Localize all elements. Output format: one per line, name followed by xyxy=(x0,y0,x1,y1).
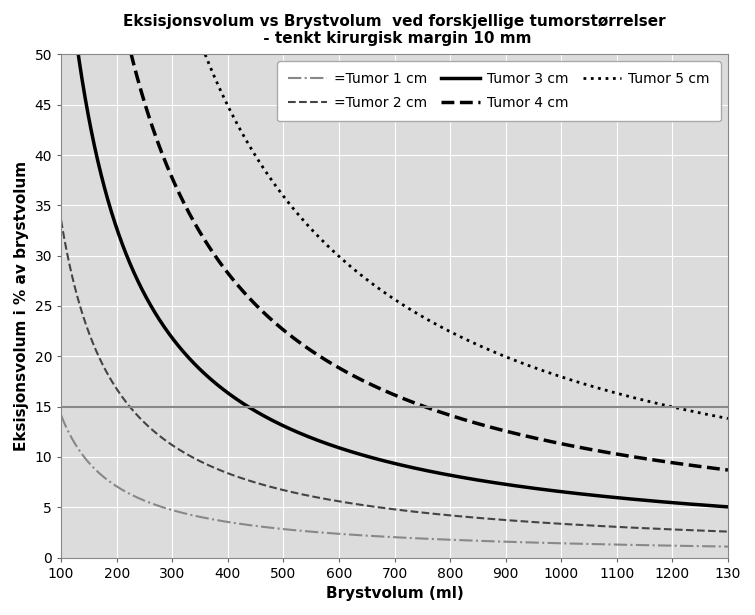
=Tumor 1 cm xyxy=(704,542,713,550)
=Tumor 1 cm xyxy=(57,411,66,419)
Tumor 4 cm xyxy=(723,466,732,474)
=Tumor 2 cm xyxy=(57,216,66,224)
Tumor 4 cm xyxy=(581,445,590,452)
=Tumor 1 cm xyxy=(91,466,100,473)
Tumor 4 cm xyxy=(363,379,372,387)
Line: Tumor 5 cm: Tumor 5 cm xyxy=(61,0,728,419)
Y-axis label: Eksisjonsvolum i % av brystvolum: Eksisjonsvolum i % av brystvolum xyxy=(14,161,29,451)
Tumor 3 cm xyxy=(363,453,372,460)
=Tumor 2 cm xyxy=(91,344,100,352)
=Tumor 1 cm xyxy=(723,543,732,550)
Tumor 5 cm xyxy=(381,290,390,297)
Tumor 5 cm xyxy=(723,415,732,423)
Tumor 5 cm xyxy=(704,411,713,418)
Tumor 4 cm xyxy=(381,387,390,395)
=Tumor 2 cm xyxy=(704,527,713,534)
=Tumor 2 cm xyxy=(704,527,713,534)
Legend: =Tumor 1 cm, =Tumor 2 cm, Tumor 3 cm, Tumor 4 cm, Tumor 5 cm, : =Tumor 1 cm, =Tumor 2 cm, Tumor 3 cm, Tu… xyxy=(277,62,721,121)
Tumor 5 cm xyxy=(363,277,372,284)
Title: Eksisjonsvolum vs Brystvolum  ved forskjellige tumorstørrelser
 - tenkt kirurgis: Eksisjonsvolum vs Brystvolum ved forskje… xyxy=(123,14,666,46)
X-axis label: Brystvolum (ml): Brystvolum (ml) xyxy=(325,586,464,601)
Tumor 3 cm xyxy=(704,502,713,509)
=Tumor 2 cm xyxy=(723,528,732,535)
=Tumor 2 cm xyxy=(581,522,590,529)
Line: Tumor 3 cm: Tumor 3 cm xyxy=(61,0,728,507)
Tumor 3 cm xyxy=(704,502,713,509)
Tumor 3 cm xyxy=(91,145,100,153)
Tumor 3 cm xyxy=(381,458,390,465)
Tumor 5 cm xyxy=(581,381,590,388)
Tumor 3 cm xyxy=(723,503,732,510)
=Tumor 2 cm xyxy=(363,502,372,509)
=Tumor 1 cm xyxy=(363,532,372,539)
=Tumor 1 cm xyxy=(704,542,713,550)
=Tumor 2 cm xyxy=(381,504,390,512)
Tumor 4 cm xyxy=(704,464,713,471)
=Tumor 1 cm xyxy=(581,540,590,547)
Tumor 5 cm xyxy=(704,411,713,418)
=Tumor 1 cm xyxy=(381,533,390,541)
Tumor 4 cm xyxy=(704,464,713,471)
Line: =Tumor 1 cm: =Tumor 1 cm xyxy=(61,415,728,547)
Tumor 3 cm xyxy=(581,491,590,498)
Line: =Tumor 2 cm: =Tumor 2 cm xyxy=(61,220,728,531)
Line: Tumor 4 cm: Tumor 4 cm xyxy=(61,0,728,470)
